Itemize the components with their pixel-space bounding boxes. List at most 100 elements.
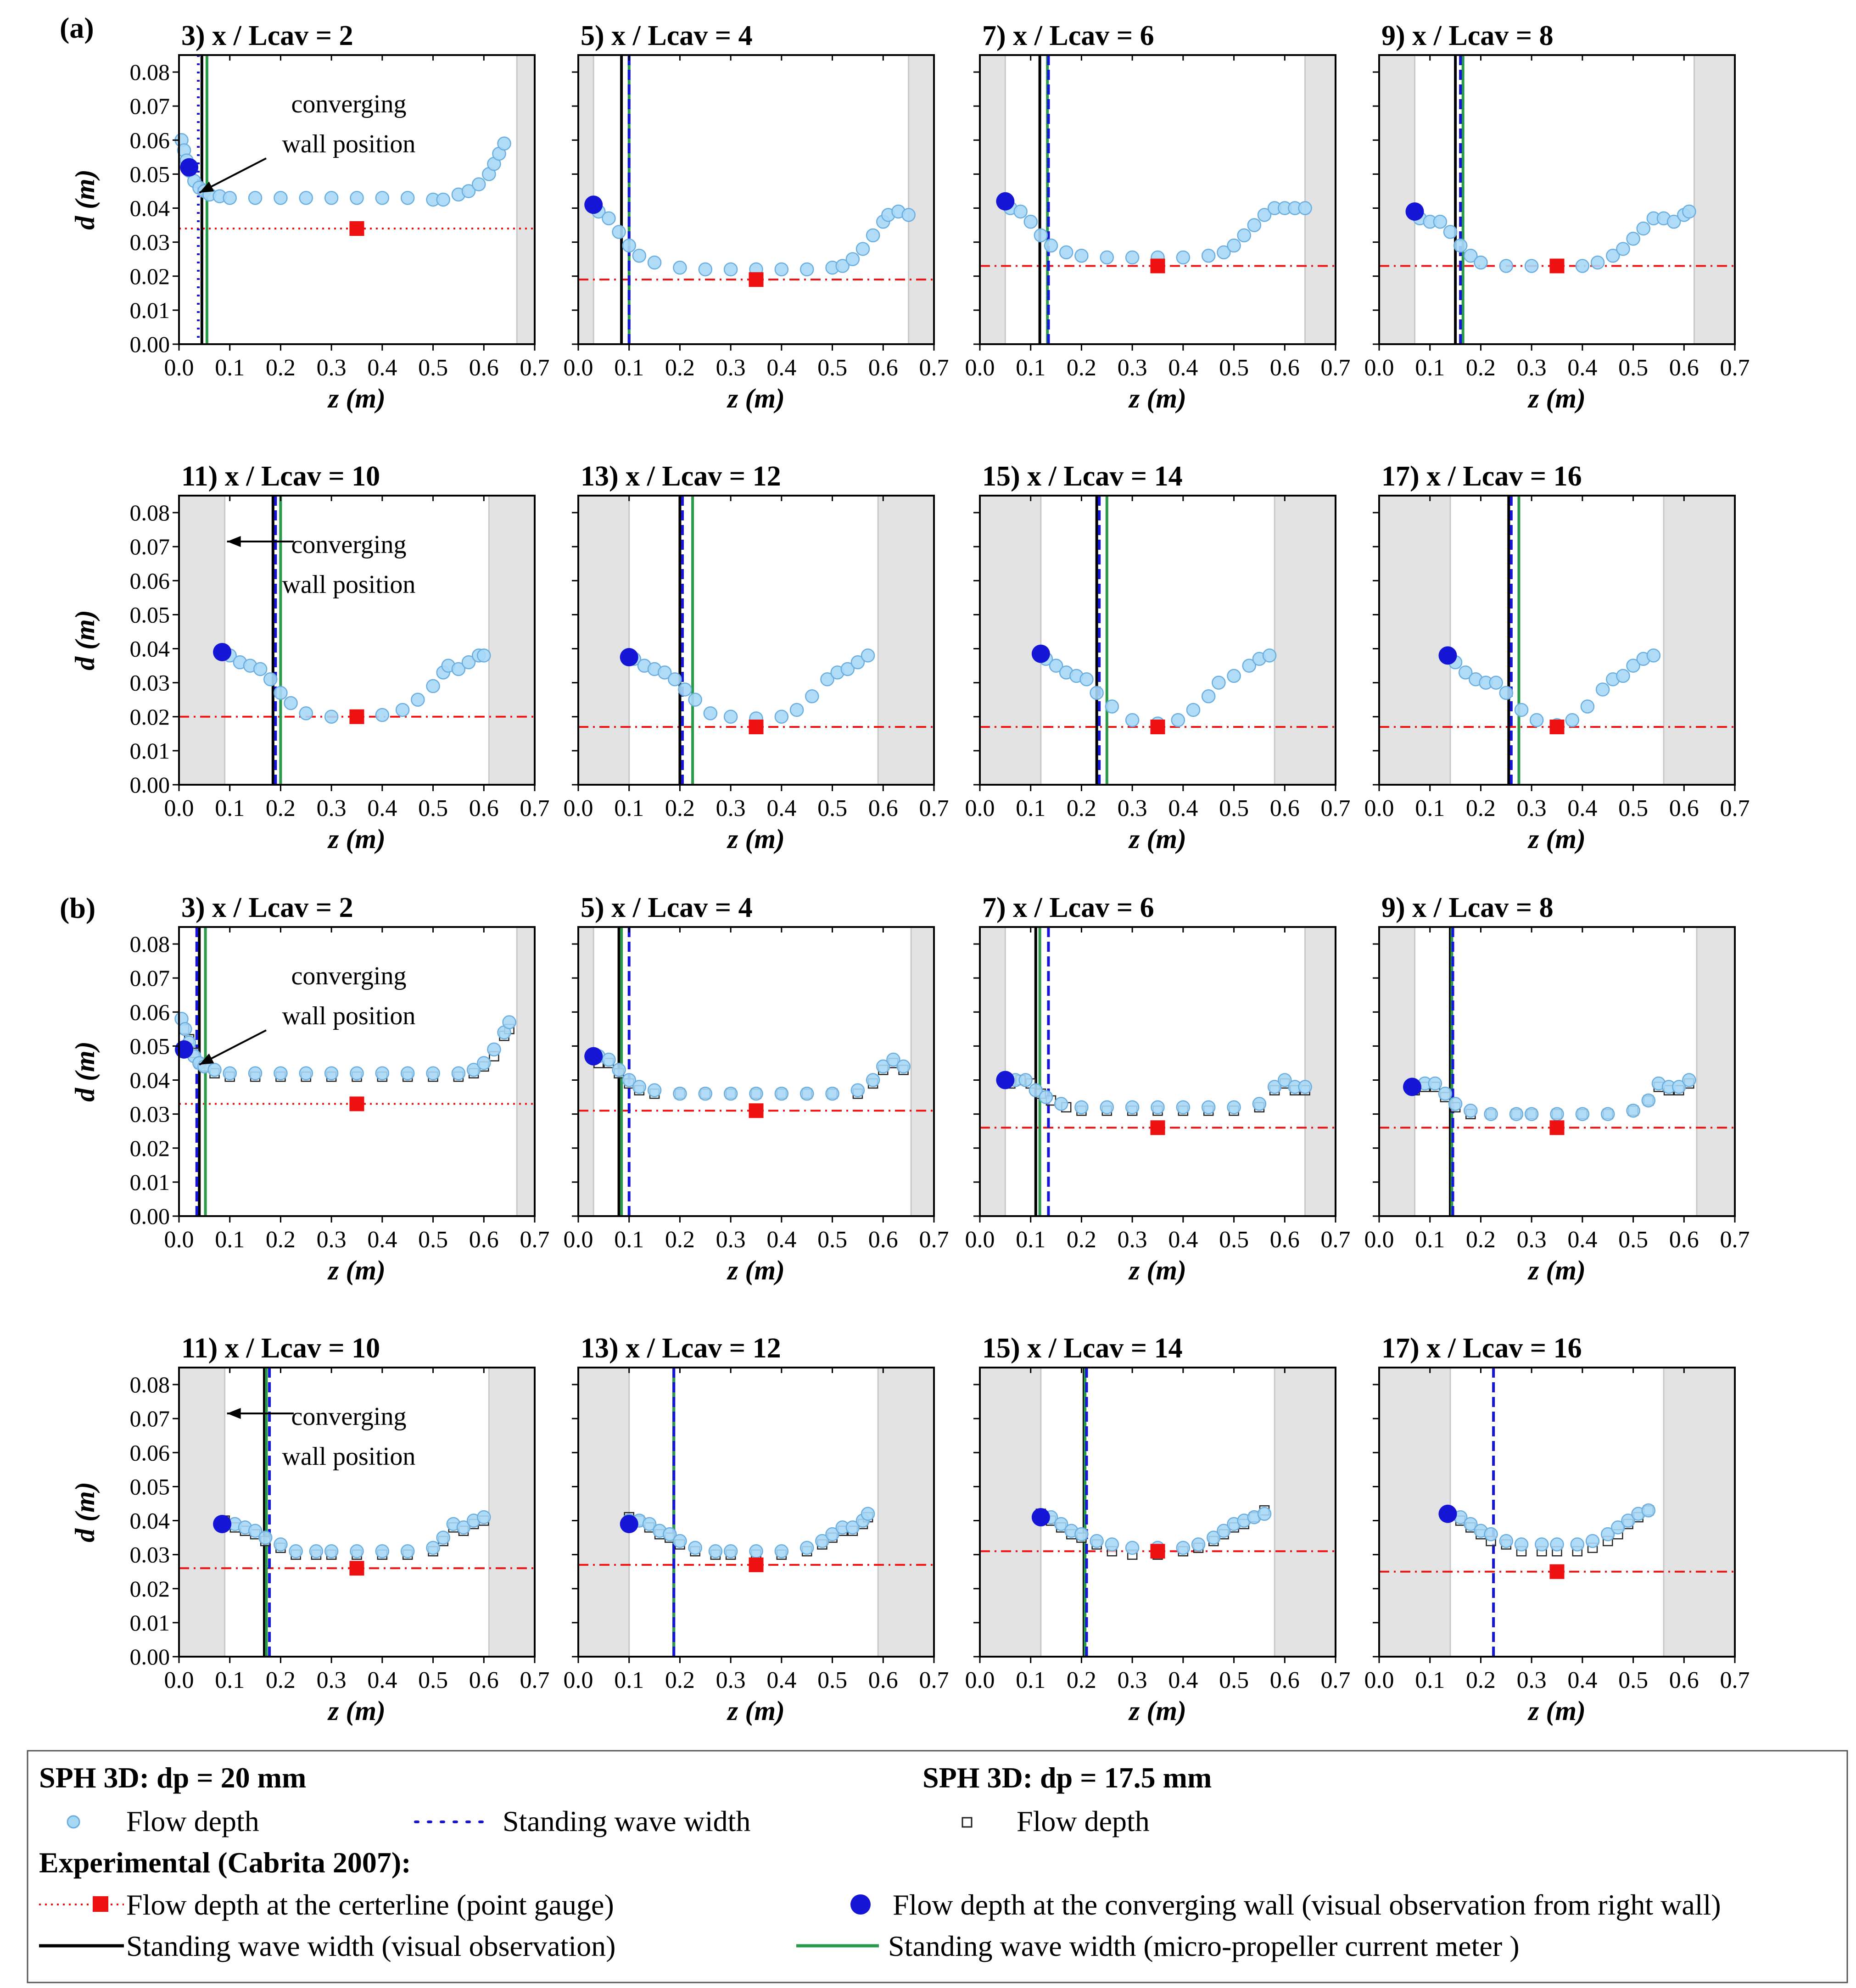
x-tick-label: 0.7 <box>1720 795 1750 821</box>
sph20-flow-depth-point <box>223 191 237 205</box>
sph20-flow-depth-point <box>1570 1537 1585 1552</box>
panel-b-5: 0.0 0.1 0.2 0.3 0.4 0.5 0.6 0.7 0.00 0.01 0.02 0.03… <box>70 1333 550 1726</box>
sph20-flow-depth-point <box>1590 255 1605 270</box>
sph20-flow-depth-point <box>1171 713 1185 727</box>
sph20-flow-depth-point <box>1059 245 1073 260</box>
x-tick-label: 0.1 <box>1415 1667 1445 1693</box>
x-tick-label: 0.7 <box>1321 355 1351 381</box>
sph20-flow-depth-point <box>248 1066 263 1080</box>
x-tick-label: 0.3 <box>1118 795 1147 821</box>
x-tick-label: 0.2 <box>1466 1667 1496 1693</box>
x-tick-label: 0.1 <box>614 795 644 821</box>
sph20-flow-depth-point <box>207 1063 222 1077</box>
sph20-flow-depth-point <box>1499 259 1514 273</box>
panel-title: 7) x / Lcav = 6 <box>982 892 1154 923</box>
converging-wall-region-left <box>1379 55 1415 344</box>
legend-frame <box>27 1750 1848 1983</box>
sph20-flow-depth-point <box>253 662 268 676</box>
x-axis-label: z (m) <box>727 1255 785 1285</box>
sph20-flow-depth-point <box>1242 659 1257 673</box>
sph20-flow-depth-point <box>375 1544 390 1558</box>
x-tick-label: 0.7 <box>520 355 550 381</box>
x-tick-label: 0.2 <box>665 1667 695 1693</box>
sph20-flow-depth-point <box>1514 703 1529 717</box>
x-tick-label: 0.5 <box>418 1227 448 1253</box>
annotation-line-2: wall position <box>282 1442 416 1471</box>
sph20-flow-depth-point <box>1252 1097 1267 1111</box>
sph20-flow-depth-point <box>1207 1530 1221 1545</box>
sph20-flow-depth-point <box>673 1534 687 1548</box>
x-tick-label: 0.1 <box>1016 795 1045 821</box>
sph20-flow-depth-point <box>698 262 713 277</box>
x-tick-label: 0.7 <box>1720 1227 1750 1253</box>
sph20-flow-depth-point <box>1682 204 1696 219</box>
sph20-flow-depth-point <box>1611 1520 1625 1535</box>
x-tick-label: 0.6 <box>1669 355 1699 381</box>
converging-wall-region-right <box>1664 496 1735 785</box>
sph20-flow-depth-point <box>1666 214 1681 229</box>
converging-wall-region-left <box>980 927 1006 1216</box>
x-tick-label: 0.3 <box>317 1227 347 1253</box>
panel-title: 9) x / Lcav = 8 <box>1381 20 1554 51</box>
y-tick-label: 0.05 <box>130 1474 170 1499</box>
legend-sph20-title: SPH 3D: dp = 20 mm <box>39 1761 306 1794</box>
sph20-flow-depth-point <box>1464 249 1478 263</box>
x-tick-label: 0.4 <box>766 1227 796 1253</box>
converging-wall-region-right <box>1694 55 1735 344</box>
sph20-flow-depth-point <box>477 648 491 663</box>
sph20-flow-depth-point <box>602 211 616 226</box>
sph20-flow-depth-point <box>1191 1537 1206 1552</box>
sph20-flow-depth-point <box>708 1544 723 1558</box>
sph20-flow-depth-point <box>1090 686 1104 700</box>
sph20-flow-depth-point <box>1176 1100 1191 1115</box>
sph20-flow-depth-point <box>451 662 466 676</box>
x-tick-label: 0.0 <box>965 1227 995 1253</box>
sph20-flow-depth-point <box>673 1086 687 1101</box>
sph20-flow-depth-point <box>324 709 339 724</box>
converging-wall-region-left <box>980 1368 1041 1657</box>
plot-frame <box>577 926 935 1217</box>
sph20-flow-depth-point <box>703 706 718 720</box>
y-tick-label: 0.07 <box>130 1406 170 1431</box>
sph20-flow-depth-point <box>350 191 364 205</box>
exp-centerline-marker <box>349 1096 364 1111</box>
x-tick-label: 0.4 <box>1567 355 1597 381</box>
sph20-flow-depth-point <box>426 679 440 693</box>
x-tick-label: 0.0 <box>965 1667 995 1693</box>
sph20-flow-depth-point <box>1489 676 1503 690</box>
sph20-flow-depth-point <box>324 1066 339 1080</box>
x-tick-label: 0.3 <box>716 1227 746 1253</box>
x-axis-label: z (m) <box>1128 1696 1186 1726</box>
converging-wall-region-left <box>1379 927 1415 1216</box>
y-tick-label: 0.01 <box>130 738 170 764</box>
sph20-flow-depth-point <box>274 1537 288 1552</box>
legend-experimental-title: Experimental (Cabrita 2007): <box>39 1846 411 1879</box>
x-tick-label: 0.4 <box>1168 355 1198 381</box>
sph20-flow-depth-point <box>1074 1100 1089 1115</box>
x-axis-label: z (m) <box>1527 383 1586 413</box>
y-tick-label: 0.04 <box>130 1508 170 1534</box>
sph20-flow-depth-point <box>774 1544 789 1558</box>
exp-wall-depth-marker <box>1438 1504 1457 1523</box>
sph20-flow-depth-point <box>461 655 476 670</box>
x-tick-label: 0.2 <box>1067 355 1096 381</box>
sph20-flow-depth-point <box>1438 1086 1453 1101</box>
y-tick-label: 0.08 <box>130 1372 170 1397</box>
exp-centerline-marker <box>1549 1564 1565 1579</box>
x-tick-label: 0.6 <box>469 795 499 821</box>
sph20-flow-depth-point <box>1524 1107 1539 1121</box>
sph20-flow-depth-point <box>395 703 410 717</box>
exp-wall-depth-marker <box>1031 644 1050 663</box>
panel-a-5: 0.0 0.1 0.2 0.3 0.4 0.5 0.6 0.7 0.00 0.01 0.02 0.03… <box>70 461 550 854</box>
sph20-flow-depth-point <box>1458 665 1473 680</box>
exp-wall-depth-marker <box>1438 646 1457 665</box>
part-label-a: (a) <box>60 11 94 44</box>
x-tick-label: 0.2 <box>665 1227 695 1253</box>
sph20-flow-depth-point <box>1176 250 1191 265</box>
y-tick-label: 0.05 <box>130 161 170 187</box>
sph20-flow-depth-point <box>1257 1507 1272 1521</box>
x-tick-label: 0.0 <box>564 795 593 821</box>
x-tick-label: 0.6 <box>1270 1667 1300 1693</box>
x-tick-label: 0.5 <box>1618 795 1648 821</box>
plot-frame <box>979 54 1336 345</box>
